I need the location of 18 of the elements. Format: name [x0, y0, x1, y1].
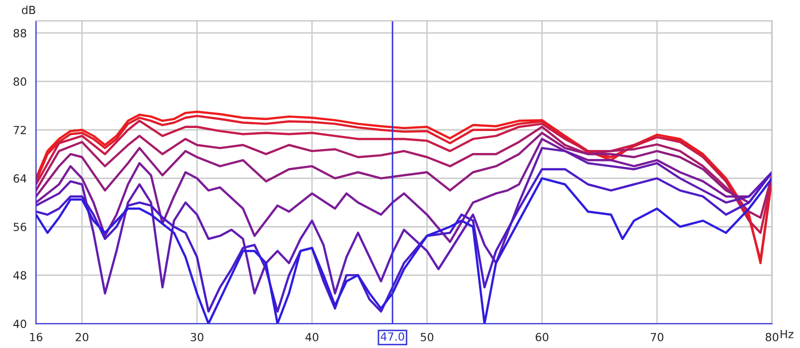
x-tick-label: 20: [76, 332, 88, 342]
x-tick-label: 40: [305, 332, 318, 342]
y-tick-label: 88: [14, 28, 26, 38]
x-tick-label: 60: [536, 332, 548, 342]
ref-line-label: 47.0: [380, 332, 404, 341]
y-axis-title: dB: [22, 6, 36, 14]
y-tick-label: 80: [14, 77, 26, 86]
y-tick-label: 40: [13, 320, 26, 328]
x-tick-label: 30: [190, 332, 204, 342]
x-tick-label: 70: [650, 332, 664, 342]
y-tick-label: 64: [14, 174, 26, 183]
y-tick-label: 48: [13, 271, 26, 280]
x-tick-label: 50: [420, 332, 434, 342]
x-axis-title: Hz: [780, 330, 794, 338]
x-tick-label: 80: [766, 332, 778, 342]
x-tick-label: 16: [30, 332, 42, 342]
y-tick-label: 72: [14, 126, 26, 134]
y-tick-label: 56: [14, 222, 26, 232]
